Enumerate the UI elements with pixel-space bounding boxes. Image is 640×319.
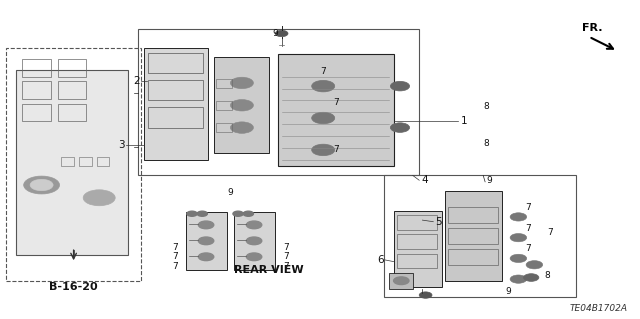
Bar: [61, 157, 74, 166]
Bar: [58, 104, 86, 121]
Circle shape: [198, 253, 214, 261]
Text: 9: 9: [486, 176, 492, 185]
Text: 4: 4: [421, 175, 428, 185]
Bar: [22, 59, 51, 77]
Text: FR.: FR.: [582, 23, 603, 33]
Bar: [6, 48, 141, 281]
Bar: [148, 53, 203, 73]
Circle shape: [524, 274, 539, 281]
Bar: [216, 123, 232, 132]
Text: 7: 7: [284, 262, 289, 271]
Text: 8: 8: [544, 271, 550, 280]
Bar: [58, 59, 86, 77]
Bar: [214, 57, 269, 153]
Text: 8: 8: [483, 139, 489, 148]
Bar: [234, 212, 275, 270]
Bar: [448, 228, 498, 244]
Circle shape: [510, 275, 527, 283]
Bar: [16, 70, 128, 255]
Bar: [278, 54, 394, 166]
Bar: [58, 81, 86, 99]
Circle shape: [230, 122, 253, 133]
Circle shape: [312, 80, 335, 92]
Text: 8: 8: [483, 102, 489, 111]
Circle shape: [312, 112, 335, 124]
Text: 7: 7: [284, 243, 289, 252]
Circle shape: [243, 211, 253, 216]
Circle shape: [510, 213, 527, 221]
Bar: [186, 212, 227, 270]
Bar: [389, 273, 413, 289]
Circle shape: [394, 277, 409, 285]
Bar: [394, 211, 442, 287]
Circle shape: [510, 254, 527, 263]
Circle shape: [312, 144, 335, 156]
Bar: [445, 191, 502, 281]
Text: 7: 7: [284, 252, 289, 261]
Text: 7: 7: [333, 145, 339, 154]
Text: 7: 7: [333, 98, 339, 107]
Text: 1: 1: [461, 116, 467, 126]
Circle shape: [233, 211, 243, 216]
Circle shape: [246, 253, 262, 261]
Text: 6: 6: [378, 255, 384, 265]
Bar: [397, 234, 437, 249]
Text: 5: 5: [435, 217, 442, 227]
Text: 7: 7: [320, 67, 326, 76]
Circle shape: [275, 30, 288, 37]
Text: B-16-20: B-16-20: [49, 282, 98, 292]
Circle shape: [526, 261, 543, 269]
Bar: [397, 254, 437, 268]
Circle shape: [230, 77, 253, 89]
Circle shape: [187, 211, 197, 216]
Circle shape: [198, 237, 214, 245]
Bar: [216, 79, 232, 88]
Text: 7: 7: [525, 203, 531, 212]
Text: 7: 7: [525, 244, 531, 253]
Text: REAR VIEW: REAR VIEW: [234, 264, 303, 275]
Circle shape: [230, 100, 253, 111]
Text: 7: 7: [172, 243, 178, 252]
Bar: [448, 249, 498, 265]
Text: 9: 9: [228, 189, 233, 197]
Bar: [216, 101, 232, 110]
Text: 3: 3: [118, 140, 125, 150]
Text: 9: 9: [273, 29, 278, 38]
Bar: [384, 175, 576, 297]
Circle shape: [390, 81, 410, 91]
Text: 2: 2: [133, 76, 140, 86]
Text: 7: 7: [172, 262, 178, 271]
Circle shape: [246, 237, 262, 245]
Bar: [448, 207, 498, 223]
Text: 7: 7: [525, 224, 531, 233]
Bar: [148, 107, 203, 128]
Circle shape: [246, 221, 262, 229]
Bar: [22, 104, 51, 121]
Text: 7: 7: [547, 228, 553, 237]
Text: TE04B1702A: TE04B1702A: [569, 304, 627, 313]
Text: 7: 7: [172, 252, 178, 261]
Bar: [22, 81, 51, 99]
Circle shape: [24, 176, 60, 194]
Bar: [97, 157, 109, 166]
Circle shape: [30, 179, 53, 191]
Circle shape: [419, 292, 432, 298]
Bar: [148, 80, 203, 100]
Circle shape: [510, 234, 527, 242]
Bar: [79, 157, 92, 166]
Circle shape: [197, 211, 207, 216]
Bar: [138, 29, 419, 175]
Circle shape: [83, 190, 115, 206]
Circle shape: [198, 221, 214, 229]
Bar: [144, 48, 208, 160]
Text: 9: 9: [506, 287, 511, 296]
Circle shape: [390, 123, 410, 132]
Bar: [397, 215, 437, 230]
